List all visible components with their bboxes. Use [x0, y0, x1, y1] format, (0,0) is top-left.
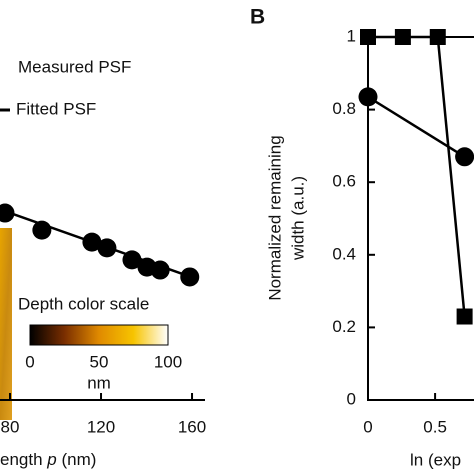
square-marker	[394, 29, 411, 45]
colorbar	[29, 324, 169, 346]
series-line	[368, 35, 466, 317]
x-tick-label: 120	[87, 417, 115, 436]
circle-marker	[358, 87, 378, 107]
x-tick-label: 0	[363, 417, 372, 436]
y-axis-label: width (a.u.)	[288, 176, 307, 261]
x-tick-label: 160	[178, 417, 206, 436]
square-marker	[360, 29, 376, 45]
colorbar-unit: nm	[87, 373, 111, 392]
circle-marker	[97, 238, 117, 258]
circle-marker	[150, 260, 170, 280]
circle-marker	[32, 220, 52, 240]
y-tick-label: 0.4	[332, 244, 356, 263]
inset-title: Depth color scale	[18, 294, 149, 313]
y-tick-label: 0	[347, 389, 356, 408]
y-axis-label: Normalized remaining	[265, 135, 284, 300]
circle-marker	[122, 250, 142, 270]
circle-marker	[0, 203, 15, 223]
circle-marker	[180, 267, 200, 287]
legend-label: Fitted PSF	[16, 99, 96, 118]
inset-image	[0, 228, 12, 420]
square-marker	[429, 29, 446, 45]
y-tick-label: 0.6	[332, 172, 356, 191]
panel-label: B	[250, 6, 265, 29]
colorbar-tick-label: 100	[154, 352, 182, 371]
x-axis-label: ln (exp	[410, 450, 461, 469]
y-tick-label: 0.2	[332, 317, 356, 336]
axes-frame	[367, 36, 474, 401]
x-axis-label-part: p	[46, 450, 56, 469]
x-tick-label: 80	[1, 417, 20, 436]
circle-marker	[82, 232, 102, 252]
circle-marker	[455, 147, 474, 167]
colorbar-tick-label: 50	[90, 352, 109, 371]
square-marker	[456, 308, 473, 325]
y-tick-label: 1	[347, 26, 356, 45]
x-axis-label: ength p (nm)	[0, 450, 96, 469]
x-axis-label-part: ength	[0, 450, 47, 469]
series-line	[367, 95, 466, 158]
y-tick-label: 0.8	[332, 99, 356, 118]
x-axis-label-part: (nm)	[57, 450, 97, 469]
x-tick-label: 0.5	[423, 417, 447, 436]
legend-label: Measured PSF	[18, 57, 131, 76]
colorbar-tick-label: 0	[25, 352, 34, 371]
